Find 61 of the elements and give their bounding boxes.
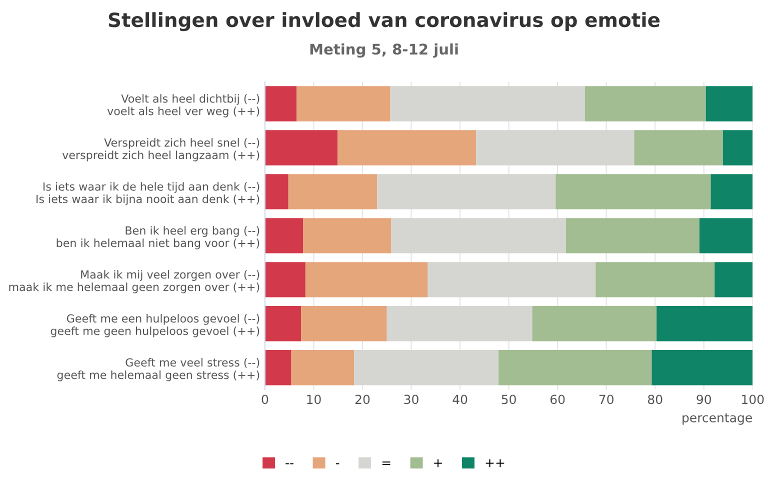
y-tick-label: Maak ik mij veel zorgen over (--) maak ik me helemaal geen zorgen over (++): [9, 270, 260, 294]
bar: [377, 174, 556, 210]
legend-label: +: [434, 459, 442, 468]
bar: [301, 306, 387, 342]
bar: [584, 86, 706, 122]
bar: [338, 130, 476, 166]
bar: [699, 218, 753, 254]
x-tick-label: 10: [307, 394, 321, 404]
bar: [264, 350, 292, 386]
bar: [652, 350, 753, 386]
bar: [391, 218, 566, 254]
bar: [264, 174, 288, 210]
x-axis-title: percentage: [682, 413, 752, 425]
bar: [532, 306, 657, 342]
bar: [556, 174, 711, 210]
bar: [264, 130, 338, 166]
x-tick-label: 90: [696, 394, 711, 404]
y-tick-label: Is iets waar ik de hele tijd aan denk (--) Is iets waar ik bijna nooit aan denk (++): [36, 182, 260, 206]
bar: [264, 306, 302, 342]
legend-label: =: [382, 461, 390, 465]
bar: [634, 130, 723, 166]
bar: [390, 86, 585, 122]
bar: [428, 262, 596, 298]
y-tick-label: Geeft me een hulpeloos gevoel (--) geeft me geen hulpeloos gevoel (++): [50, 314, 260, 338]
bar: [656, 306, 753, 342]
bar: [354, 350, 499, 386]
bar: [714, 262, 753, 298]
legend-label: --: [286, 463, 294, 464]
y-tick-label: Ben ik heel erg bang (--) ben ik helemaal niet bang voor (++): [56, 226, 260, 250]
bar: [566, 218, 700, 254]
legend-label: ++: [486, 459, 504, 468]
x-tick-label: 0: [262, 394, 268, 404]
chart-subtitle: Meting 5, 8-12 juli: [310, 43, 458, 58]
bar: [305, 262, 428, 298]
bar: [288, 174, 378, 210]
bar: [264, 262, 306, 298]
bar: [476, 130, 634, 166]
bar: [706, 86, 753, 122]
bar: [264, 218, 303, 254]
bar: [291, 350, 354, 386]
bar: [296, 86, 390, 122]
y-tick-label: Geeft me veel stress (--) geeft me helemaal geen stress (++): [57, 358, 260, 382]
x-tick-label: 70: [599, 394, 614, 404]
x-tick-label: 80: [648, 394, 662, 404]
chart-title: Stellingen over invloed van coronavirus op emotie: [108, 12, 660, 32]
x-tick-label: 30: [404, 394, 418, 404]
x-tick-label: 40: [452, 394, 468, 404]
legend-label: -: [336, 463, 340, 464]
bar: [498, 350, 652, 386]
y-tick-label: Verspreidt zich heel snel (--) verspreidt zich heel langzaam (++): [62, 138, 260, 162]
x-tick-label: 100: [742, 394, 764, 404]
x-tick-label: 20: [355, 394, 370, 404]
bar: [722, 130, 753, 166]
bar: [596, 262, 715, 298]
bar: [264, 86, 297, 122]
x-tick-label: 60: [550, 394, 565, 404]
bar: [386, 306, 532, 342]
x-tick-label: 50: [502, 394, 516, 404]
y-tick-label: Voelt als heel dichtbij (--) voelt als heel ver weg (++): [107, 94, 260, 118]
bar: [710, 174, 753, 210]
bar: [303, 218, 392, 254]
